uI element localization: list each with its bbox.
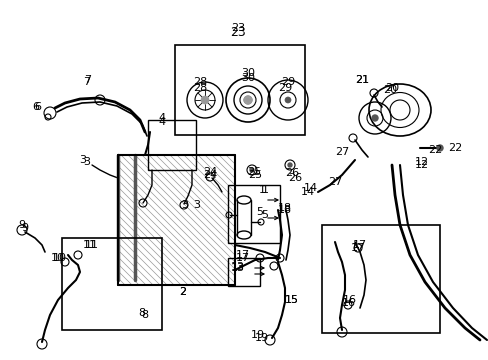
Text: 30: 30 <box>241 68 254 78</box>
Text: 29: 29 <box>280 77 295 87</box>
Text: 3: 3 <box>79 155 86 165</box>
Text: 20: 20 <box>384 83 398 93</box>
Circle shape <box>285 97 290 103</box>
Text: 27: 27 <box>327 177 342 187</box>
Text: 3: 3 <box>181 200 188 210</box>
Text: 10: 10 <box>51 253 65 263</box>
Text: 13: 13 <box>230 263 244 273</box>
Circle shape <box>249 168 253 172</box>
Text: 24: 24 <box>203 170 217 180</box>
Text: 29: 29 <box>277 83 291 93</box>
Text: 17: 17 <box>350 243 365 253</box>
Text: 7: 7 <box>83 77 90 87</box>
Text: 27: 27 <box>334 147 348 157</box>
Text: 18: 18 <box>277 205 291 215</box>
Circle shape <box>201 96 208 104</box>
Text: 21: 21 <box>354 75 368 85</box>
Bar <box>321 225 439 333</box>
Text: 14: 14 <box>303 183 317 193</box>
Text: 20: 20 <box>382 85 396 95</box>
Text: 11: 11 <box>83 240 97 250</box>
Text: 3: 3 <box>193 200 200 210</box>
Bar <box>227 185 280 243</box>
Text: 13: 13 <box>230 262 244 272</box>
Text: 2: 2 <box>179 287 186 297</box>
Text: 25: 25 <box>247 170 262 180</box>
Text: 17: 17 <box>235 250 249 260</box>
Text: 2: 2 <box>179 287 186 297</box>
Text: 8: 8 <box>138 308 145 318</box>
Text: 8: 8 <box>141 310 148 320</box>
Text: 5: 5 <box>261 210 268 220</box>
Text: 10: 10 <box>53 253 67 263</box>
Text: 19: 19 <box>250 330 264 340</box>
Text: 26: 26 <box>285 168 299 178</box>
Text: 3: 3 <box>83 157 90 167</box>
Text: 25: 25 <box>246 167 261 177</box>
Text: 12: 12 <box>414 160 428 170</box>
Text: 6: 6 <box>32 102 40 112</box>
Text: 16: 16 <box>342 295 356 305</box>
Text: 9: 9 <box>19 220 25 230</box>
Text: 17: 17 <box>235 253 249 263</box>
Text: 11: 11 <box>85 240 99 250</box>
Text: 6: 6 <box>35 102 41 112</box>
Bar <box>62 238 162 330</box>
Bar <box>148 120 196 170</box>
Circle shape <box>436 145 442 151</box>
Text: 5: 5 <box>256 207 263 217</box>
Circle shape <box>371 115 377 121</box>
Text: 9: 9 <box>21 223 28 233</box>
Text: 16: 16 <box>341 298 355 308</box>
Circle shape <box>287 163 291 167</box>
Text: 15: 15 <box>285 295 298 305</box>
Text: 23: 23 <box>230 23 244 33</box>
Text: 26: 26 <box>287 173 302 183</box>
Bar <box>175 45 305 135</box>
Text: 1: 1 <box>258 185 265 195</box>
Text: 21: 21 <box>354 75 368 85</box>
Text: 19: 19 <box>254 333 268 343</box>
Text: 28: 28 <box>192 83 207 93</box>
Text: 30: 30 <box>241 73 254 83</box>
Text: 1: 1 <box>261 185 268 195</box>
Text: 4: 4 <box>158 113 165 123</box>
Text: 22: 22 <box>427 145 441 155</box>
Text: 23: 23 <box>230 26 245 39</box>
Text: 17: 17 <box>352 240 366 250</box>
Text: 28: 28 <box>192 77 207 87</box>
Text: 14: 14 <box>300 187 314 197</box>
Text: 7: 7 <box>84 75 91 85</box>
Bar <box>227 258 260 286</box>
Text: 4: 4 <box>158 117 165 127</box>
Text: 18: 18 <box>277 203 291 213</box>
Text: 22: 22 <box>447 143 461 153</box>
Text: 12: 12 <box>414 157 428 167</box>
Text: 24: 24 <box>203 167 217 177</box>
Text: 15: 15 <box>285 295 298 305</box>
